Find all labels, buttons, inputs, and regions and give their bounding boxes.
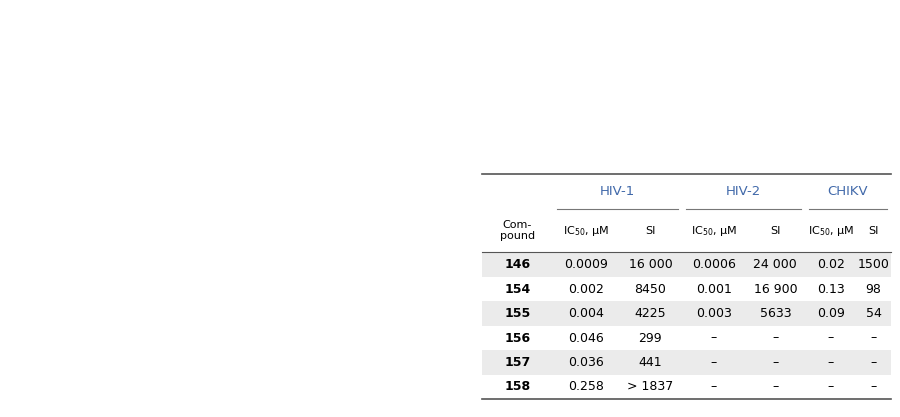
Text: 0.036: 0.036: [568, 356, 604, 369]
Text: 0.004: 0.004: [568, 307, 604, 320]
Text: HIV-2: HIV-2: [726, 185, 761, 198]
Text: 299: 299: [639, 332, 662, 344]
Text: 0.002: 0.002: [568, 283, 604, 296]
Text: –: –: [870, 332, 877, 344]
Text: 16 900: 16 900: [753, 283, 797, 296]
Text: 156: 156: [504, 332, 530, 344]
Text: 1500: 1500: [858, 258, 889, 271]
Text: –: –: [711, 332, 717, 344]
Text: 16 000: 16 000: [628, 258, 672, 271]
Text: –: –: [827, 380, 833, 394]
Text: HIV-1: HIV-1: [600, 185, 635, 198]
Bar: [482, 301, 891, 326]
Text: > 1837: > 1837: [627, 380, 673, 394]
Text: CHIKV: CHIKV: [828, 185, 868, 198]
Text: 155: 155: [504, 307, 530, 320]
Text: 0.001: 0.001: [696, 283, 732, 296]
Text: 0.02: 0.02: [816, 258, 844, 271]
Text: 146: 146: [504, 258, 530, 271]
Text: 0.0006: 0.0006: [692, 258, 736, 271]
Bar: [482, 350, 891, 375]
Text: IC$_{50}$, μM: IC$_{50}$, μM: [562, 224, 609, 238]
Text: 24 000: 24 000: [753, 258, 797, 271]
Text: –: –: [772, 380, 778, 394]
Text: SI: SI: [770, 226, 780, 236]
Text: 5633: 5633: [760, 307, 791, 320]
Bar: [482, 252, 891, 277]
Text: –: –: [772, 356, 778, 369]
Text: –: –: [772, 332, 778, 344]
Text: 0.003: 0.003: [696, 307, 732, 320]
Text: –: –: [711, 356, 717, 369]
Text: 154: 154: [504, 283, 530, 296]
Text: 0.09: 0.09: [816, 307, 844, 320]
Text: –: –: [870, 356, 877, 369]
Text: SI: SI: [868, 226, 878, 236]
Text: 54: 54: [866, 307, 881, 320]
Text: –: –: [711, 380, 717, 394]
Text: –: –: [827, 356, 833, 369]
Text: SI: SI: [645, 226, 655, 236]
Text: –: –: [827, 332, 833, 344]
Text: 0.13: 0.13: [816, 283, 844, 296]
Text: 98: 98: [866, 283, 881, 296]
Text: 8450: 8450: [634, 283, 666, 296]
Text: –: –: [870, 380, 877, 394]
Text: 0.258: 0.258: [568, 380, 604, 394]
Text: IC$_{50}$, μM: IC$_{50}$, μM: [691, 224, 737, 238]
Text: IC$_{50}$, μM: IC$_{50}$, μM: [807, 224, 853, 238]
Text: 441: 441: [639, 356, 662, 369]
Text: Com-
pound: Com- pound: [500, 220, 535, 241]
Text: 158: 158: [504, 380, 530, 394]
Text: 0.046: 0.046: [568, 332, 604, 344]
Text: 0.0009: 0.0009: [564, 258, 608, 271]
Text: 4225: 4225: [634, 307, 666, 320]
Text: 157: 157: [504, 356, 530, 369]
